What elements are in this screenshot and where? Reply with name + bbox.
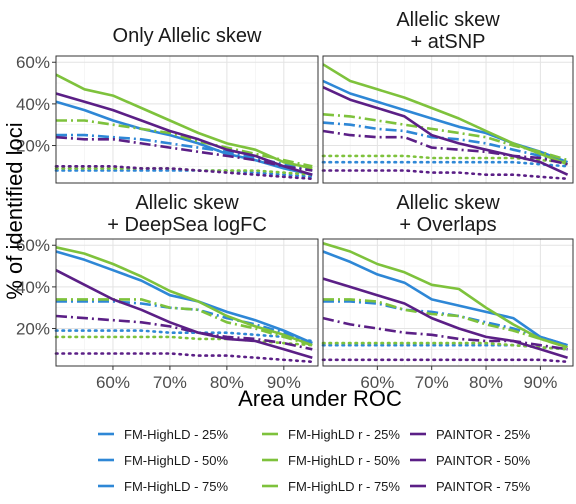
x-tick-label: 70% [415, 373, 449, 392]
series-line [55, 269, 313, 359]
legend-label: FM-HighLD - 50% [124, 453, 228, 468]
legend-label: FM-HighLD r - 50% [288, 453, 400, 468]
panel-3: Allelic skew+ DeepSea logFC 20% 40% 60% 60% 7… [16, 192, 319, 392]
legend-label: PAINTOR - 25% [436, 427, 531, 442]
series-line [322, 86, 569, 176]
legend-item: FM-HighLD r - 50% [262, 453, 400, 468]
panel-title: Only Allelic skew [113, 25, 262, 47]
series-line [321, 160, 569, 168]
series-line [322, 250, 568, 347]
series-line [54, 329, 314, 343]
legend-item: FM-HighLD - 25% [98, 427, 228, 442]
panel-1: Only Allelic skew 20% 40% 60% [16, 25, 319, 184]
panel-2: Allelic skew+ atSNP [321, 9, 574, 184]
series-line [322, 63, 569, 166]
series-line [321, 169, 569, 181]
x-tick-label: 80% [469, 373, 503, 392]
legend-item: PAINTOR - 75% [410, 479, 531, 494]
x-axis-title: Area under ROC [238, 386, 402, 411]
panel-border [322, 55, 574, 184]
series-line [56, 298, 313, 347]
legend-label: FM-HighLD - 75% [124, 479, 228, 494]
legend-label: FM-HighLD - 25% [124, 427, 228, 442]
legend-label: PAINTOR - 50% [436, 453, 531, 468]
series-line [321, 358, 569, 364]
series-line [54, 167, 314, 176]
series-line [54, 352, 314, 364]
x-tick-label: 70% [153, 373, 187, 392]
panel-title: Allelic skew [396, 192, 500, 214]
x-tick-label: 90% [267, 373, 301, 392]
series-line [322, 241, 568, 349]
panel-4: Allelic skew+ Overlaps 60% 70% 80% 90% [321, 192, 574, 392]
legend-item: FM-HighLD r - 25% [262, 427, 400, 442]
series-line [55, 92, 313, 176]
y-tick-label: 40% [16, 95, 50, 114]
series-line [55, 250, 313, 345]
legend-label: FM-HighLD r - 25% [288, 427, 400, 442]
y-tick-label: 60% [16, 53, 50, 72]
series-line [55, 314, 313, 351]
series-line [322, 316, 568, 351]
panel-title: + Overlaps [399, 214, 496, 236]
x-tick-label: 90% [523, 373, 557, 392]
series-line [322, 277, 568, 359]
y-axis-title: % of identified loci [2, 122, 27, 299]
y-tick-label: 20% [16, 137, 50, 156]
x-tick-label: 80% [210, 373, 244, 392]
series-line [55, 246, 313, 347]
legend-item: FM-HighLD - 75% [98, 479, 228, 494]
y-tick-label: 40% [16, 278, 50, 297]
x-tick-label: 60% [96, 373, 130, 392]
legend-item: PAINTOR - 50% [410, 453, 531, 468]
panel-border [55, 55, 319, 184]
series-line [54, 165, 314, 181]
panel-title: Allelic skew [396, 9, 500, 31]
series-line [55, 73, 313, 170]
legend-item: PAINTOR - 25% [410, 427, 531, 442]
panel-border [322, 238, 574, 367]
legend-label: PAINTOR - 75% [436, 479, 531, 494]
panel-border [55, 238, 319, 367]
panel-title: + DeepSea logFC [107, 214, 267, 236]
panel-title: + atSNP [410, 31, 485, 53]
legend-item: FM-HighLD r - 75% [262, 479, 400, 494]
series-line [55, 135, 313, 172]
panel-title: Allelic skew [135, 192, 239, 214]
x-tick-label: 60% [360, 373, 394, 392]
y-tick-label: 60% [16, 236, 50, 255]
legend: FM-HighLD - 25% FM-HighLD - 50% FM-HighLD … [98, 427, 531, 494]
legend-label: FM-HighLD r - 75% [288, 479, 400, 494]
series-line [54, 169, 314, 179]
y-tick-label: 20% [16, 320, 50, 339]
legend-item: FM-HighLD - 50% [98, 453, 228, 468]
